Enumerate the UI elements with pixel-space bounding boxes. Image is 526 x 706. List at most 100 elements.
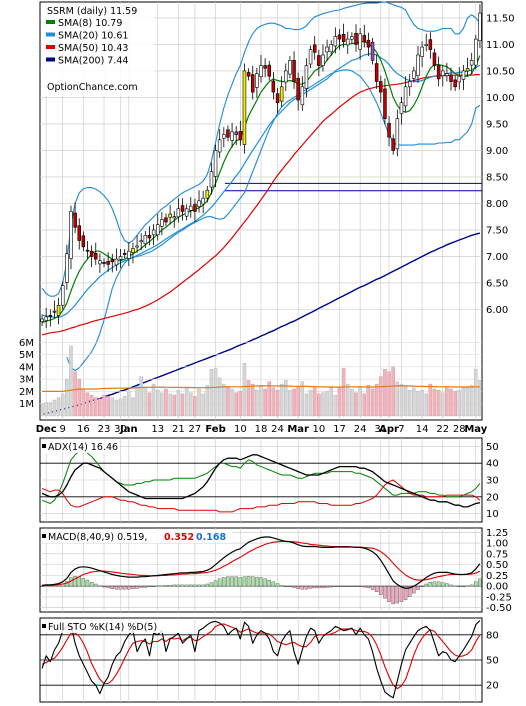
volume-bar xyxy=(374,383,379,417)
candle-body xyxy=(300,86,305,106)
volume-bar xyxy=(259,385,263,417)
macd-histogram-bar xyxy=(275,583,280,587)
volume-bar xyxy=(226,386,230,417)
macd-histogram-bar xyxy=(341,586,346,588)
volume-bar xyxy=(407,390,412,417)
candle-body xyxy=(238,131,243,141)
volume-bar xyxy=(197,388,201,417)
volume-bar xyxy=(284,380,288,417)
candle-body xyxy=(184,208,189,217)
macd-histogram-bar xyxy=(126,586,131,590)
candle-body xyxy=(48,314,53,317)
volume-bar xyxy=(89,394,94,417)
bollinger-upper-band xyxy=(41,1,481,297)
candle-body xyxy=(164,217,168,223)
y-tick-label: 6.50 xyxy=(486,278,508,289)
macd-histogram-bar xyxy=(300,586,305,590)
candle-body xyxy=(263,65,267,69)
adx-legend-background xyxy=(42,440,120,453)
volume-bar xyxy=(350,388,354,417)
volume-bar xyxy=(255,390,259,417)
candle-body xyxy=(44,316,48,321)
volume-bar xyxy=(77,378,81,417)
macd-histogram-bar xyxy=(110,586,114,590)
macd-histogram-bar xyxy=(428,582,433,587)
sma200-line xyxy=(41,232,481,416)
y-tick-label: 8.50 xyxy=(486,172,508,183)
candle-body xyxy=(362,35,366,43)
macd-histogram-bar xyxy=(122,586,127,590)
volume-bar xyxy=(217,377,222,417)
candle-body xyxy=(110,259,115,263)
candle-body xyxy=(308,49,313,65)
volume-bar xyxy=(131,397,135,417)
volume-bar xyxy=(296,386,300,417)
volume-bar xyxy=(474,369,478,417)
y-tick-label: 20 xyxy=(486,492,499,503)
candle-body xyxy=(354,32,358,45)
macd-histogram-bar xyxy=(321,586,325,589)
macd-histogram-bar xyxy=(370,586,375,590)
volume-bar xyxy=(110,397,114,417)
x-tick-label: 16 xyxy=(77,424,90,435)
volume-tick-label: 3M xyxy=(19,375,34,386)
x-tick-label: 21 xyxy=(172,424,185,435)
candle-body xyxy=(40,318,44,323)
macd-histogram-bar xyxy=(40,586,44,588)
x-tick-label: 24 xyxy=(354,424,367,435)
macd-histogram-bar xyxy=(155,585,160,587)
volume-bar xyxy=(102,394,106,417)
candle-body xyxy=(189,205,193,211)
macd-histogram-bar xyxy=(333,586,338,588)
macd-histogram-bar xyxy=(151,586,156,588)
macd-histogram-bar xyxy=(201,584,205,587)
macd-histogram-bar xyxy=(139,586,143,588)
macd-histogram-bar xyxy=(436,581,441,587)
macd-histogram-bar xyxy=(465,585,470,587)
stochastics-legend-swatch xyxy=(42,624,46,628)
volume-bar xyxy=(201,393,205,417)
candle-body xyxy=(242,70,247,145)
y-tick-label: 9.50 xyxy=(486,119,508,130)
x-tick-label: 28 xyxy=(453,424,466,435)
volume-bar xyxy=(383,369,387,417)
volume-bar xyxy=(457,390,462,417)
candle-body xyxy=(267,64,271,77)
volume-bar xyxy=(420,390,424,417)
x-tick-label: 30 xyxy=(114,424,127,435)
macd-histogram-bar xyxy=(312,586,317,589)
x-tick-label: May xyxy=(464,424,487,435)
volume-tick-label: 2M xyxy=(19,387,34,398)
y-tick-label: 6.00 xyxy=(486,305,508,316)
legend-entry: SMA(200) 7.44 xyxy=(58,56,128,67)
macd-histogram-bar xyxy=(226,576,230,587)
sma50-line xyxy=(41,73,480,336)
volume-bar xyxy=(52,399,57,417)
macd-histogram-bar xyxy=(143,586,148,588)
macd-histogram-bar xyxy=(374,586,379,593)
candle-body xyxy=(440,70,445,77)
x-tick-label: 22 xyxy=(436,424,449,435)
candle-body xyxy=(69,211,73,259)
macd-histogram-bar xyxy=(259,577,263,587)
volume-bar xyxy=(461,387,466,417)
y-tick-label: 20 xyxy=(486,681,499,692)
volume-bar xyxy=(176,390,181,417)
candle-body xyxy=(370,41,375,61)
volume-bar xyxy=(453,391,457,417)
volume-bar xyxy=(250,383,255,417)
macd-histogram-bar xyxy=(346,586,350,588)
adx-legend: ADX(14) 16.46 xyxy=(48,442,118,453)
macd-histogram-bar xyxy=(81,578,86,587)
candle-body xyxy=(478,12,482,42)
macd-histogram-bar xyxy=(403,586,408,600)
macd-histogram-bar xyxy=(176,584,181,587)
volume-bar xyxy=(478,380,482,417)
volume-bar xyxy=(292,388,296,417)
macd-panel: 1.251.000.750.500.250.00-0.25-0.50 MACD(8… xyxy=(39,527,512,614)
volume-bar xyxy=(399,383,404,417)
candle-body xyxy=(143,235,148,245)
macd-histogram-bar xyxy=(358,586,362,588)
volume-bar xyxy=(40,403,44,417)
macd-histogram-bar xyxy=(118,586,123,590)
